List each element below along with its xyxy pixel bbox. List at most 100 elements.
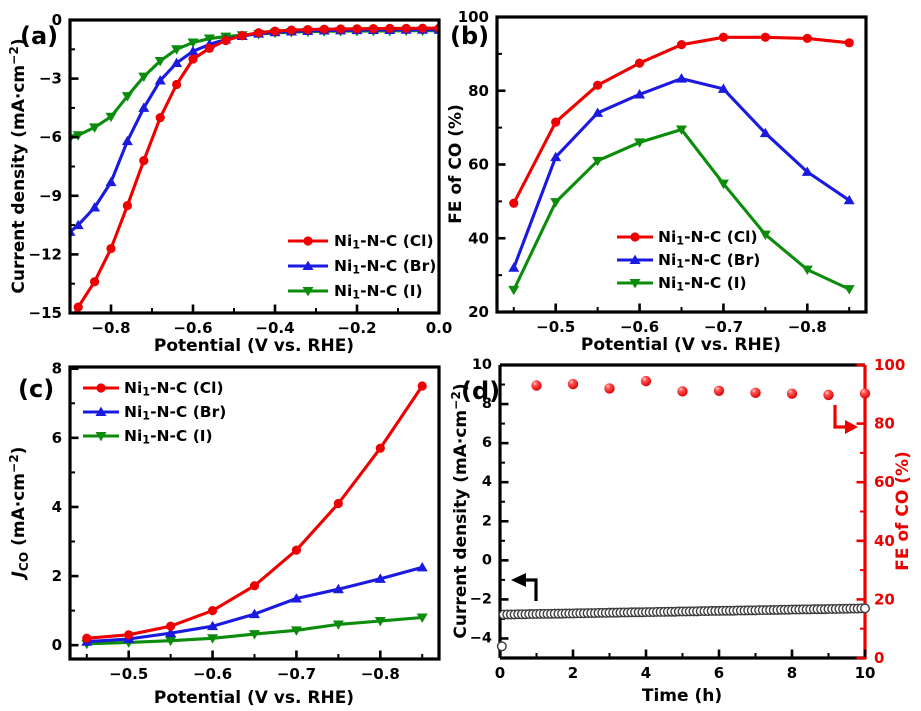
panel-letter-a: (a) xyxy=(20,22,58,50)
series-i xyxy=(508,125,855,296)
y-tick-label: −15 xyxy=(29,304,62,322)
right-y-tick-label: 0 xyxy=(874,649,884,667)
x-axis-title: Potential (V vs. RHE) xyxy=(154,336,354,356)
y-tick-label: −12 xyxy=(29,245,62,263)
y-tick-label: −9 xyxy=(39,187,62,205)
stability-fe-of-co xyxy=(531,375,871,401)
y-axis-title: Current density (mA·cm−2) xyxy=(7,38,29,293)
y-tick-label: 6 xyxy=(52,429,62,447)
y-tick-label: 2 xyxy=(52,567,62,585)
right-y-tick-label: 40 xyxy=(874,532,895,550)
panel-b-series xyxy=(508,32,855,296)
legend-label-i: Ni1-N-C (I) xyxy=(334,282,423,301)
left-axis-pointer-arrow xyxy=(511,573,538,601)
y-tick-label: 0 xyxy=(52,636,62,654)
x-axis-title: Potential (V vs. RHE) xyxy=(581,335,781,355)
series-cl xyxy=(73,23,439,313)
y-tick-label: −3 xyxy=(39,70,62,88)
x-tick-label: −0.5 xyxy=(109,665,148,683)
x-axis-title: Time (h) xyxy=(642,686,722,706)
y-axis-title: JCO (mA·cm−2) xyxy=(7,447,31,581)
series-br xyxy=(70,24,439,236)
legend-label-cl: Ni1-N-C (Cl) xyxy=(658,228,758,247)
x-tick-label: −0.2 xyxy=(337,319,376,337)
y-tick-label: −4 xyxy=(470,630,492,646)
x-tick-label: −0.7 xyxy=(704,318,743,336)
x-tick-label: 4 xyxy=(641,664,651,682)
x-tick-label: −0.6 xyxy=(620,318,659,336)
stability-current-density xyxy=(498,603,871,620)
series-cl xyxy=(509,32,854,208)
x-tick-label: −0.7 xyxy=(277,665,316,683)
y-axis-title: Current density (mA·cm−2) xyxy=(449,383,471,638)
y-tick-label: 4 xyxy=(52,498,62,516)
x-tick-label: −0.4 xyxy=(255,319,294,337)
x-tick-label: −0.8 xyxy=(361,665,400,683)
y-tick-label: 6 xyxy=(482,435,492,451)
x-tick-label: 6 xyxy=(714,664,724,682)
series-cl xyxy=(82,381,427,643)
series-i xyxy=(81,613,428,650)
x-tick-label: 10 xyxy=(855,664,876,682)
panel-d-series xyxy=(496,375,871,652)
right-y-tick-label: 60 xyxy=(874,473,895,491)
x-tick-label: −0.8 xyxy=(91,319,130,337)
y-tick-label: 8 xyxy=(52,360,62,378)
y-tick-label: 80 xyxy=(468,82,489,100)
y-tick-label: −2 xyxy=(470,591,492,607)
right-y-tick-label: 100 xyxy=(874,356,905,374)
series-i xyxy=(70,26,439,144)
x-tick-label: 0.0 xyxy=(426,319,453,337)
y-tick-label: 100 xyxy=(458,8,489,26)
y-axis-title: FE of CO (%) xyxy=(446,104,466,224)
panel-b-axes: −0.5 −0.6 −0.7 −0.8 20 40 60 80 100 xyxy=(458,8,868,336)
legend-label-i: Ni1-N-C (I) xyxy=(124,427,213,446)
panel-c: −0.5 −0.6 −0.7 −0.8 0 2 4 6 8 Potential (V vs. RH… xyxy=(7,360,441,708)
panel-a-legend: Ni1-N-C (Cl) Ni1-N-C (Br) Ni1-N-C (I) xyxy=(288,232,436,301)
x-tick-label: −0.5 xyxy=(536,318,575,336)
x-tick-label: 2 xyxy=(568,664,578,682)
panel-letter-d: (d) xyxy=(461,377,500,405)
panel-c-legend: Ni1-N-C (Cl) Ni1-N-C (Br) Ni1-N-C (I) xyxy=(83,379,226,446)
y-tick-label: 20 xyxy=(468,303,489,321)
legend-label-cl: Ni1-N-C (Cl) xyxy=(334,232,434,251)
right-y-axis-title: FE of CO (%) xyxy=(893,451,913,571)
legend-label-br: Ni1-N-C (Br) xyxy=(124,403,226,422)
x-tick-label: 8 xyxy=(787,664,797,682)
legend-label-i: Ni1-N-C (I) xyxy=(658,274,747,293)
x-tick-label: −0.6 xyxy=(173,319,212,337)
y-tick-label: 60 xyxy=(468,156,489,174)
series-br xyxy=(508,73,855,272)
panel-a: −0.8 −0.6 −0.4 −0.2 0.0 0 −3 −6 −9 −12 −15 Potentia… xyxy=(7,11,452,356)
y-tick-label: −6 xyxy=(39,128,62,146)
y-tick-label: 40 xyxy=(468,229,489,247)
x-tick-label: −0.8 xyxy=(788,318,827,336)
panel-letter-c: (c) xyxy=(18,375,54,403)
x-tick-label: −0.6 xyxy=(193,665,232,683)
panel-letter-b: (b) xyxy=(450,22,489,50)
panel-c-axes: −0.5 −0.6 −0.7 −0.8 0 2 4 6 8 xyxy=(52,360,441,683)
legend-label-br: Ni1-N-C (Br) xyxy=(658,251,760,270)
y-tick-label: 8 xyxy=(482,396,492,412)
right-y-tick-label: 80 xyxy=(874,415,895,433)
x-tick-label: 0 xyxy=(495,664,505,682)
y-tick-label: 4 xyxy=(482,474,492,490)
x-axis-title: Potential (V vs. RHE) xyxy=(154,688,354,708)
right-axis-pointer-arrow xyxy=(833,405,858,434)
right-y-tick-label: 20 xyxy=(874,590,895,608)
panel-b: −0.5 −0.6 −0.7 −0.8 20 40 60 80 100 Potential (V … xyxy=(446,8,868,355)
panel-c-series xyxy=(81,381,428,650)
stability-current-initial-point xyxy=(496,641,507,652)
y-tick-label: 0 xyxy=(482,552,492,568)
y-tick-label: 2 xyxy=(482,513,492,529)
legend-label-br: Ni1-N-C (Br) xyxy=(334,257,436,276)
y-tick-label: 0 xyxy=(52,11,62,29)
y-tick-label: 10 xyxy=(472,357,492,373)
panel-a-series xyxy=(70,23,439,313)
legend-label-cl: Ni1-N-C (Cl) xyxy=(124,379,224,398)
panel-b-legend: Ni1-N-C (Cl) Ni1-N-C (Br) Ni1-N-C (I) xyxy=(617,228,760,293)
panel-a-axes: −0.8 −0.6 −0.4 −0.2 0.0 0 −3 −6 −9 −12 −15 xyxy=(29,11,453,337)
